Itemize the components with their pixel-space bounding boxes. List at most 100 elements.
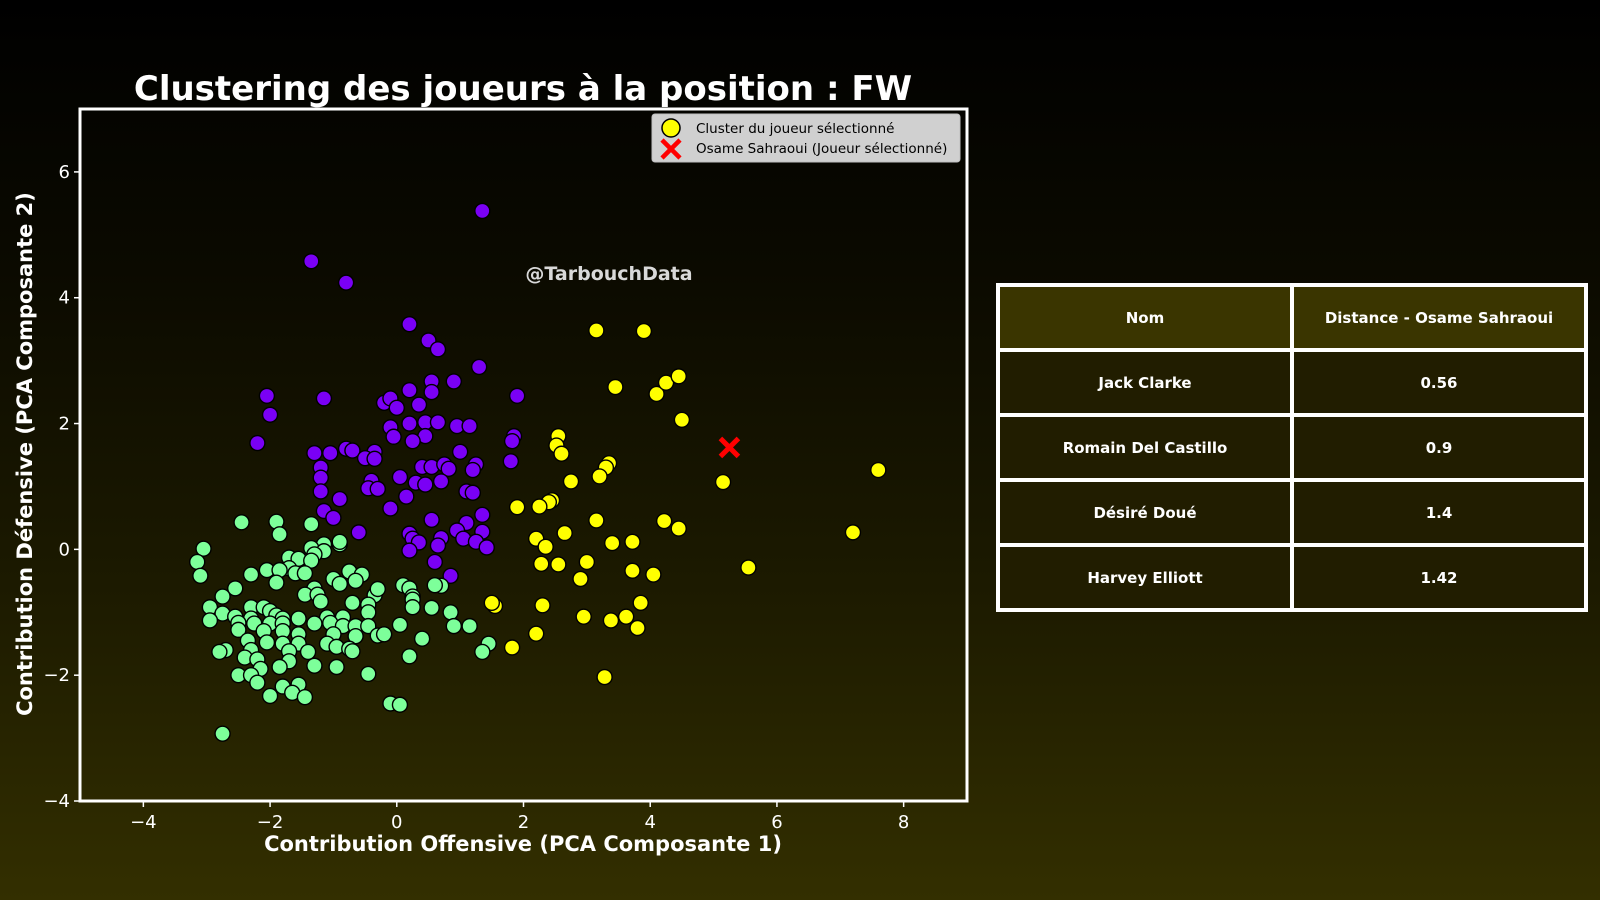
chart-title: Clustering des joueurs à la position : F…	[134, 69, 912, 109]
data-point-series-1	[350, 524, 367, 541]
data-point-series-0	[531, 498, 548, 515]
data-point-series-0	[508, 499, 526, 516]
watermark: @TarbouchData	[525, 263, 692, 285]
player-name-cell: Harvey Elliott	[996, 543, 1294, 612]
data-point-series-0	[870, 461, 887, 479]
data-point-series-0	[503, 639, 521, 656]
data-point-series-1	[401, 315, 418, 333]
selected-player-marker	[718, 436, 741, 459]
data-point-series-2	[328, 658, 345, 676]
data-point-series-1	[382, 500, 399, 517]
data-point-series-2	[258, 634, 276, 651]
data-point-series-0	[483, 594, 501, 612]
data-point-series-0	[602, 612, 620, 629]
data-point-series-0	[596, 668, 613, 686]
table-row: Romain Del Castillo 0.9	[996, 413, 1588, 482]
x-tick-label: 2	[518, 812, 529, 833]
y-tick-label: 4	[59, 288, 70, 309]
table-row: Harvey Elliott 1.42	[996, 543, 1588, 612]
data-point-series-2	[261, 687, 279, 705]
data-point-series-2	[296, 689, 314, 706]
data-point-series-1	[401, 415, 418, 432]
y-axis-title: Contribution Défensive (PCA Composante 2…	[13, 192, 37, 716]
data-point-series-1	[474, 202, 491, 220]
distance-cell: 0.9	[1290, 413, 1588, 482]
data-point-series-0	[572, 570, 589, 588]
x-tick-label: 0	[391, 812, 402, 833]
y-tick-label: 0	[59, 539, 70, 560]
data-point-series-2	[230, 621, 247, 639]
data-point-series-2	[331, 533, 348, 551]
data-point-series-2	[461, 617, 478, 635]
header-distance: Distance - Osame Sahraoui	[1290, 283, 1588, 352]
data-point-series-0	[607, 378, 624, 396]
data-point-series-0	[673, 411, 691, 428]
data-point-series-1	[417, 476, 434, 493]
data-point-series-0	[588, 512, 605, 529]
data-point-series-0	[588, 322, 605, 339]
data-point-series-1	[249, 434, 266, 452]
data-point-series-1	[258, 387, 276, 405]
data-point-series-1	[369, 480, 386, 498]
legend-label-cluster: Cluster du joueur sélectionné	[696, 121, 894, 137]
data-point-series-1	[474, 506, 491, 523]
data-point-series-2	[299, 643, 317, 661]
player-name-cell: Jack Clarke	[996, 348, 1294, 417]
data-point-series-2	[391, 696, 409, 713]
data-point-series-0	[553, 445, 570, 462]
data-point-series-2	[211, 643, 228, 661]
data-point-series-0	[624, 562, 641, 579]
data-point-series-2	[445, 617, 463, 635]
player-name-cell: Romain Del Castillo	[996, 413, 1294, 482]
legend-box	[651, 113, 961, 163]
data-point-series-1	[429, 537, 447, 554]
data-point-series-2	[391, 616, 409, 634]
x-tick-label: 8	[898, 812, 909, 833]
x-axis: −4 −2 0 2 4 6 8	[130, 801, 909, 833]
data-point-series-1	[451, 443, 469, 461]
data-point-series-2	[201, 612, 219, 629]
data-point-series-2	[426, 577, 443, 594]
data-point-series-2	[375, 626, 393, 643]
data-point-series-1	[398, 488, 415, 505]
data-point-series-1	[315, 390, 333, 407]
data-point-series-1	[445, 373, 463, 390]
data-point-series-2	[474, 643, 491, 661]
data-point-series-1	[344, 442, 361, 459]
data-point-series-1	[337, 274, 355, 291]
data-point-series-1	[325, 509, 342, 527]
data-point-series-2	[249, 674, 266, 691]
data-point-series-0	[550, 556, 567, 573]
data-point-series-0	[527, 625, 545, 642]
data-point-series-2	[214, 588, 231, 605]
data-point-series-1	[432, 473, 450, 490]
data-point-series-0	[670, 368, 687, 385]
data-point-series-1	[303, 253, 320, 270]
distance-cell: 0.56	[1290, 348, 1588, 417]
data-point-series-1	[306, 444, 323, 462]
distance-cell: 1.42	[1290, 543, 1588, 612]
data-point-series-2	[347, 572, 364, 590]
data-point-series-1	[410, 396, 428, 413]
data-point-series-0	[648, 385, 665, 403]
data-point-series-0	[632, 594, 649, 612]
y-axis: −4 −2 0 2 4 6	[43, 162, 80, 812]
data-point-series-1	[442, 567, 459, 584]
data-point-series-2	[404, 599, 421, 616]
data-point-series-2	[442, 604, 459, 621]
data-point-series-1	[503, 432, 521, 450]
data-point-series-2	[413, 630, 431, 647]
legend-x-marker	[660, 138, 682, 160]
header-nom: Nom	[996, 283, 1294, 352]
data-point-series-0	[655, 512, 673, 530]
x-tick-label: 4	[644, 812, 655, 833]
x-tick-label: −4	[130, 812, 157, 833]
x-tick-label: −2	[257, 812, 284, 833]
data-point-series-1	[502, 453, 520, 470]
data-point-series-0	[645, 566, 662, 583]
data-point-series-1	[429, 414, 447, 431]
data-point-series-1	[331, 490, 348, 508]
data-point-series-2	[296, 565, 314, 582]
legend-circle-marker	[661, 118, 681, 138]
